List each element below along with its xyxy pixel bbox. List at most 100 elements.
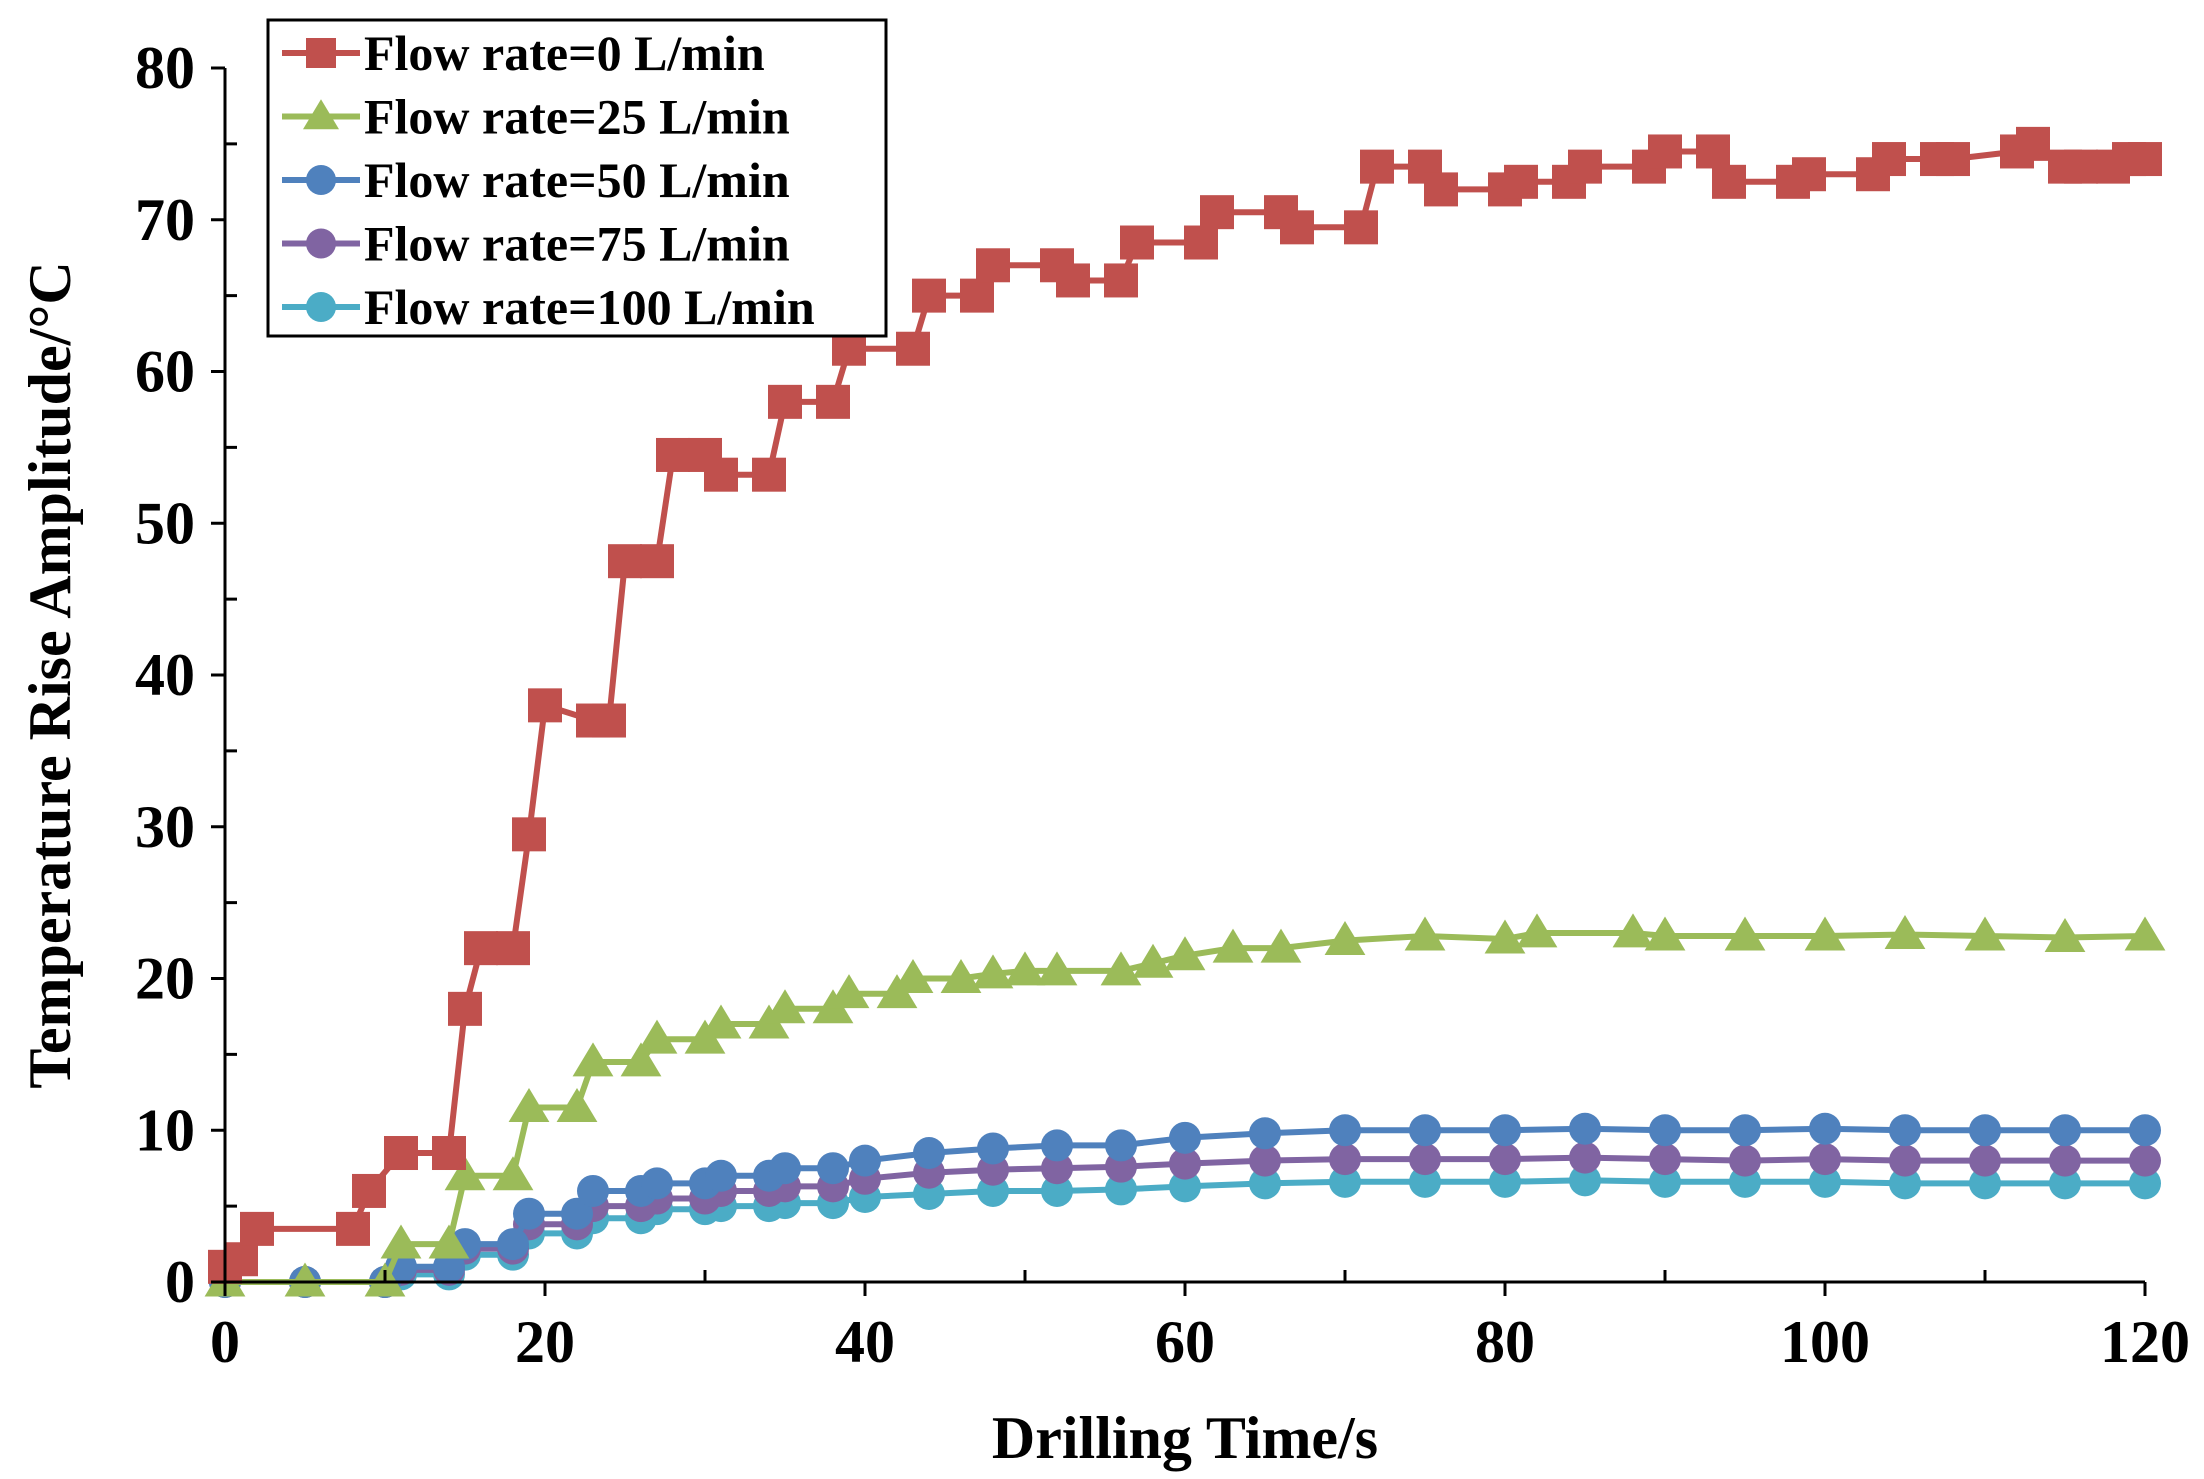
data-point-2-19 — [977, 1132, 1009, 1165]
data-point-1-24 — [1100, 951, 1142, 986]
data-point-3-32 — [1969, 1144, 2001, 1177]
data-point-3-20 — [1041, 1152, 1073, 1185]
data-point-1-38 — [1964, 916, 2006, 951]
data-point-2-30 — [1809, 1112, 1841, 1145]
data-point-4-20 — [1041, 1174, 1073, 1207]
data-point-0-24 — [912, 278, 946, 313]
data-point-4-28 — [1649, 1165, 1681, 1198]
data-point-0-16 — [656, 437, 690, 472]
data-point-2-16 — [817, 1152, 849, 1185]
legend-label-2: Flow rate=50 L/min — [364, 152, 790, 208]
data-point-0-20 — [768, 384, 802, 419]
data-point-0-9 — [496, 931, 530, 966]
data-point-2-17 — [849, 1144, 881, 1177]
data-point-0-50 — [1872, 142, 1906, 177]
legend-item-3: Flow rate=75 L/min — [282, 216, 790, 272]
data-point-4-31 — [1889, 1167, 1921, 1200]
data-point-0-46 — [1712, 164, 1746, 199]
data-point-0-45 — [1696, 134, 1730, 169]
legend-swatch-marker — [306, 38, 336, 68]
data-point-2-9 — [577, 1174, 609, 1207]
legend-swatch-marker — [306, 292, 336, 322]
data-point-0-30 — [1120, 225, 1154, 260]
series-layer — [204, 126, 2166, 1298]
data-point-2-25 — [1409, 1114, 1441, 1147]
data-point-0-48 — [1792, 157, 1826, 192]
data-point-4-23 — [1249, 1167, 1281, 1200]
data-point-0-28 — [1056, 263, 1090, 298]
data-point-3-30 — [1809, 1143, 1841, 1176]
data-point-0-59 — [2128, 142, 2162, 177]
data-point-4-25 — [1409, 1165, 1441, 1198]
data-point-4-26 — [1489, 1165, 1521, 1198]
legend-label-1: Flow rate=25 L/min — [364, 89, 790, 145]
data-point-0-42 — [1568, 149, 1602, 184]
data-point-1-32 — [1516, 913, 1558, 948]
data-point-2-18 — [913, 1137, 945, 1170]
y-tick-label-10: 10 — [135, 1097, 195, 1163]
data-point-1-19 — [892, 958, 934, 993]
data-point-2-22 — [1169, 1121, 1201, 1154]
legend-swatch-marker — [306, 165, 336, 195]
x-tick-label-100: 100 — [1780, 1309, 1870, 1375]
data-point-0-4 — [352, 1173, 386, 1208]
legend-swatch-marker — [306, 228, 336, 259]
data-point-1-29 — [1324, 921, 1366, 956]
y-tick-label-30: 30 — [135, 794, 195, 860]
axes: 0 10 20 30 40 50 60 70 80 0 20 40 60 80 100 120 — [135, 35, 2190, 1375]
data-point-0-56 — [2064, 149, 2098, 184]
data-point-1-10 — [620, 1042, 662, 1077]
series-2 — [209, 1112, 2161, 1298]
data-point-1-15 — [764, 989, 806, 1024]
data-point-1-33 — [1612, 913, 1654, 948]
legend-label-3: Flow rate=75 L/min — [364, 216, 790, 272]
data-point-3-31 — [1889, 1144, 1921, 1177]
data-point-0-6 — [432, 1136, 466, 1171]
data-point-0-18 — [704, 457, 738, 492]
data-point-0-19 — [752, 457, 786, 492]
data-point-1-36 — [1804, 916, 1846, 951]
data-point-2-7 — [513, 1197, 545, 1230]
data-point-1-6 — [492, 1156, 534, 1191]
x-tick-label-40: 40 — [835, 1309, 895, 1375]
data-point-0-40 — [1504, 164, 1538, 199]
x-axis-title: Drilling Time/s — [992, 1405, 1378, 1471]
data-point-2-15 — [769, 1152, 801, 1185]
data-point-0-44 — [1648, 134, 1682, 169]
data-point-0-26 — [976, 248, 1010, 283]
data-point-1-23 — [1036, 951, 1078, 986]
data-point-1-37 — [1884, 914, 1926, 949]
data-point-3-28 — [1649, 1143, 1681, 1176]
data-point-0-13 — [592, 703, 626, 738]
data-point-1-25 — [1132, 943, 1174, 978]
data-point-2-24 — [1329, 1114, 1361, 1147]
data-point-1-7 — [508, 1087, 550, 1122]
y-tick-label-60: 60 — [135, 339, 195, 405]
data-point-3-29 — [1729, 1144, 1761, 1177]
data-point-3-26 — [1489, 1143, 1521, 1176]
data-point-4-27 — [1569, 1164, 1601, 1197]
data-point-1-40 — [2124, 916, 2166, 951]
data-point-4-22 — [1169, 1170, 1201, 1203]
data-point-0-54 — [2016, 126, 2050, 161]
data-point-4-32 — [1969, 1167, 2001, 1200]
data-point-3-27 — [1569, 1141, 1601, 1174]
data-point-1-30 — [1404, 916, 1446, 951]
legend-label-0: Flow rate=0 L/min — [364, 25, 765, 81]
data-point-0-34 — [1280, 210, 1314, 245]
data-point-1-22 — [1004, 951, 1046, 986]
data-point-0-29 — [1104, 263, 1138, 298]
legend-swatch-marker — [303, 99, 339, 130]
data-point-2-28 — [1649, 1114, 1681, 1147]
data-point-1-8 — [556, 1087, 598, 1122]
data-point-0-21 — [816, 384, 850, 419]
legend-item-2: Flow rate=50 L/min — [282, 152, 790, 208]
y-tick-label-70: 70 — [135, 187, 195, 253]
y-tick-label-20: 20 — [135, 946, 195, 1012]
data-point-0-5 — [384, 1136, 418, 1171]
data-point-1-27 — [1212, 928, 1254, 963]
data-point-2-20 — [1041, 1129, 1073, 1162]
data-point-4-21 — [1105, 1173, 1137, 1206]
data-point-0-3 — [336, 1211, 370, 1246]
data-point-1-35 — [1724, 916, 1766, 951]
